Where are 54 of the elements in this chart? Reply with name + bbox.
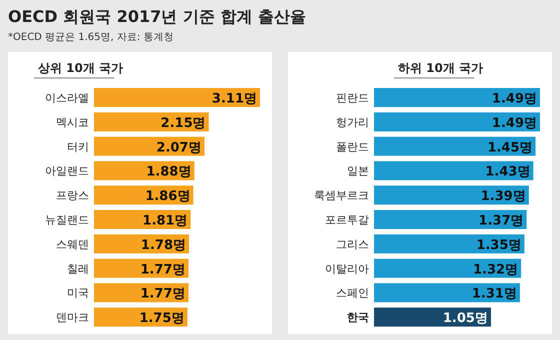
- bar: [374, 88, 540, 107]
- y-tick-label: 일본: [347, 164, 369, 178]
- y-tick-label: 폴란드: [336, 140, 369, 154]
- y-tick-label: 그리스: [336, 238, 369, 251]
- data-label: 1.37명: [478, 214, 524, 228]
- data-label: 1.45명: [487, 140, 533, 156]
- y-tick-label: 한국: [347, 311, 369, 324]
- chart-subtitle: 하위 10개 국가: [398, 61, 484, 75]
- data-label: 1.35명: [476, 238, 522, 253]
- data-label: 1.32명: [472, 262, 518, 278]
- y-tick-label: 스페인: [336, 286, 369, 300]
- bar: [374, 112, 540, 132]
- data-label: 1.75명: [139, 311, 184, 326]
- y-tick-label: 이탈리아: [325, 262, 369, 276]
- chart-subtitle: 상위 10개 국가: [37, 61, 124, 75]
- y-tick-label: 핀란드: [336, 92, 369, 104]
- data-label: 3.11명: [212, 92, 257, 106]
- y-tick-label: 포르투갈: [325, 214, 369, 226]
- data-label: 1.81명: [142, 214, 188, 228]
- y-tick-label: 룩셈부르크: [314, 189, 369, 202]
- bar: [374, 283, 520, 302]
- y-tick-label: 아일랜드: [45, 164, 89, 178]
- data-label: 1.88명: [146, 164, 192, 180]
- bar: [374, 258, 522, 278]
- data-label: 1.77명: [140, 286, 186, 302]
- data-label: 1.43명: [485, 164, 530, 180]
- bar: [374, 161, 534, 180]
- bar: [374, 186, 529, 205]
- y-tick-label: 덴마크: [56, 311, 89, 324]
- data-label: 1.05명: [442, 311, 488, 326]
- data-label: 1.39명: [480, 189, 526, 204]
- y-tick-label: 뉴질랜드: [45, 214, 89, 226]
- text: *OECD 평균은 1.65명, 자료: 통계청: [8, 32, 174, 43]
- y-tick-label: 이스라엘: [45, 92, 89, 104]
- bar: [374, 234, 524, 254]
- chart-title: OECD 회원국 2017년 기준 합계 출산율: [8, 7, 306, 26]
- y-tick-label: 헝가리: [336, 116, 369, 129]
- y-tick-label: 멕시코: [56, 116, 89, 129]
- data-label: 1.78명: [140, 238, 186, 253]
- y-tick-label: 터키: [67, 140, 89, 154]
- y-tick-label: 프랑스: [56, 189, 89, 202]
- data-label: 1.49명: [492, 92, 537, 106]
- data-label: 1.31명: [472, 286, 517, 302]
- data-label: 1.49명: [492, 116, 537, 131]
- bar: [374, 210, 527, 229]
- data-label: 2.15명: [160, 116, 206, 131]
- bar: [374, 136, 536, 156]
- bar: [94, 88, 260, 107]
- y-tick-label: 미국: [67, 286, 89, 300]
- y-tick-label: 칠레: [67, 262, 89, 276]
- data-label: 2.07명: [156, 140, 202, 156]
- data-label: 1.77명: [140, 262, 186, 278]
- y-tick-label: 스웨덴: [56, 238, 89, 251]
- data-label: 1.86명: [145, 189, 190, 204]
